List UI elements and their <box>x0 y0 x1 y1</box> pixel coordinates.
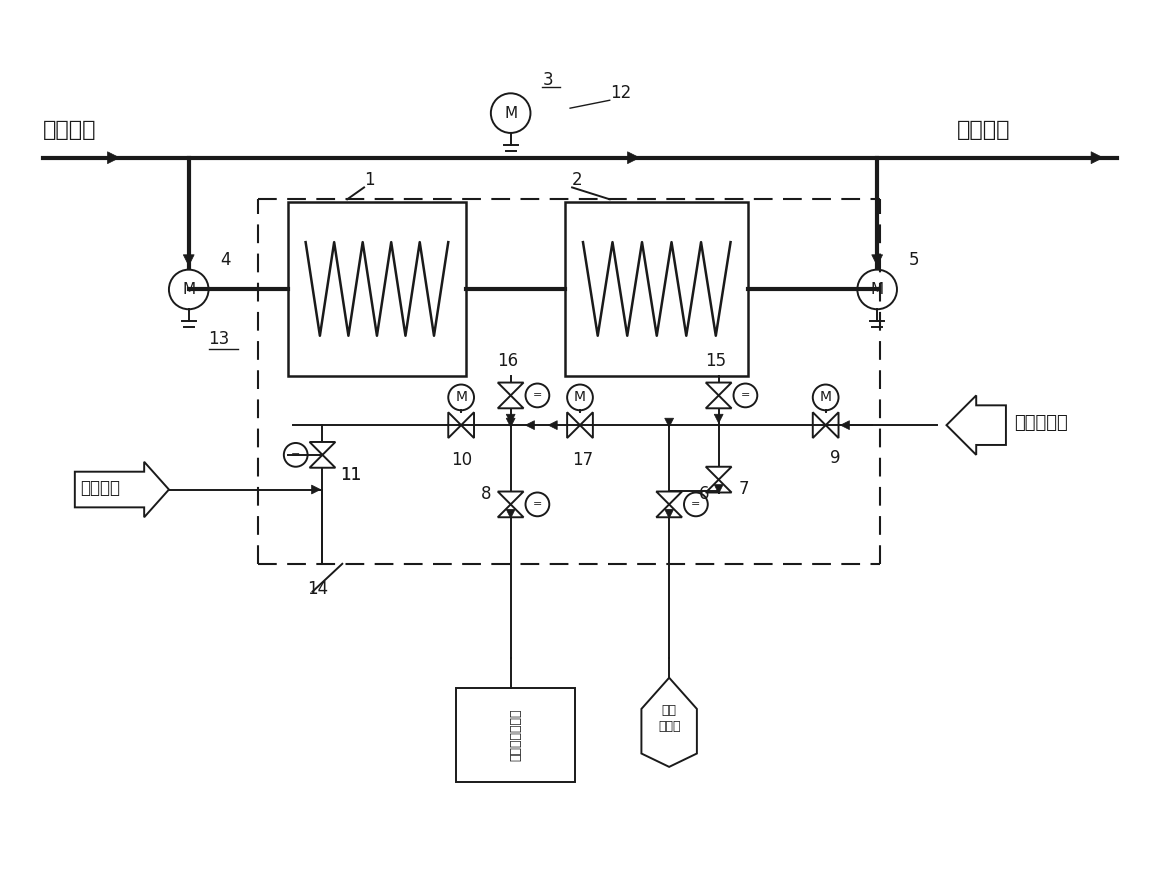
Polygon shape <box>641 678 697 766</box>
Text: 加热: 加热 <box>661 704 676 717</box>
Polygon shape <box>312 485 320 494</box>
Text: =: = <box>532 391 542 400</box>
Polygon shape <box>871 255 883 266</box>
Text: 16: 16 <box>496 352 517 370</box>
Bar <box>565 202 748 376</box>
Text: 12: 12 <box>610 84 631 102</box>
Text: 9: 9 <box>829 449 840 466</box>
Polygon shape <box>715 414 723 423</box>
Polygon shape <box>549 421 557 429</box>
Text: 13: 13 <box>209 330 230 348</box>
Text: 出口热风: 出口热风 <box>956 120 1010 140</box>
Text: 3: 3 <box>543 71 553 90</box>
Text: 高温热水来: 高温热水来 <box>1014 414 1067 432</box>
Text: 15: 15 <box>705 352 726 370</box>
Polygon shape <box>841 421 849 429</box>
Text: 进口冷风: 进口冷风 <box>43 120 96 140</box>
Text: =: = <box>741 391 751 400</box>
Polygon shape <box>665 418 674 427</box>
Text: 4: 4 <box>220 251 231 268</box>
Text: M: M <box>182 282 195 297</box>
Polygon shape <box>665 510 674 518</box>
Polygon shape <box>628 151 639 164</box>
Text: =: = <box>532 499 542 510</box>
Text: M: M <box>574 391 586 405</box>
Polygon shape <box>183 255 194 266</box>
Bar <box>456 687 575 781</box>
Text: =: = <box>691 499 701 510</box>
Bar <box>288 202 466 376</box>
Text: 5: 5 <box>908 251 920 268</box>
Text: M: M <box>455 391 467 405</box>
Polygon shape <box>506 418 515 427</box>
Text: 14: 14 <box>307 580 328 598</box>
Text: M: M <box>505 106 517 121</box>
Text: =: = <box>291 450 300 460</box>
Polygon shape <box>715 485 723 494</box>
Text: 6: 6 <box>698 486 710 503</box>
Polygon shape <box>947 395 1006 455</box>
Text: 疏水至回收装置: 疏水至回收装置 <box>509 709 522 761</box>
Polygon shape <box>75 462 169 517</box>
Text: 1: 1 <box>364 172 375 189</box>
Polygon shape <box>506 414 515 423</box>
Text: 17: 17 <box>572 451 593 469</box>
Text: 7: 7 <box>739 480 749 498</box>
Text: 冷却回水: 冷却回水 <box>80 479 119 496</box>
Text: 11: 11 <box>340 466 362 484</box>
Text: M: M <box>871 282 884 297</box>
Polygon shape <box>506 510 515 518</box>
Text: 11: 11 <box>340 466 362 484</box>
Polygon shape <box>108 151 119 164</box>
Polygon shape <box>1092 151 1103 164</box>
Text: M: M <box>820 391 832 405</box>
Text: 蒸汽来: 蒸汽来 <box>658 720 681 733</box>
Text: 8: 8 <box>481 486 492 503</box>
Text: 2: 2 <box>572 172 582 189</box>
Text: 10: 10 <box>451 451 472 469</box>
Polygon shape <box>525 421 535 429</box>
